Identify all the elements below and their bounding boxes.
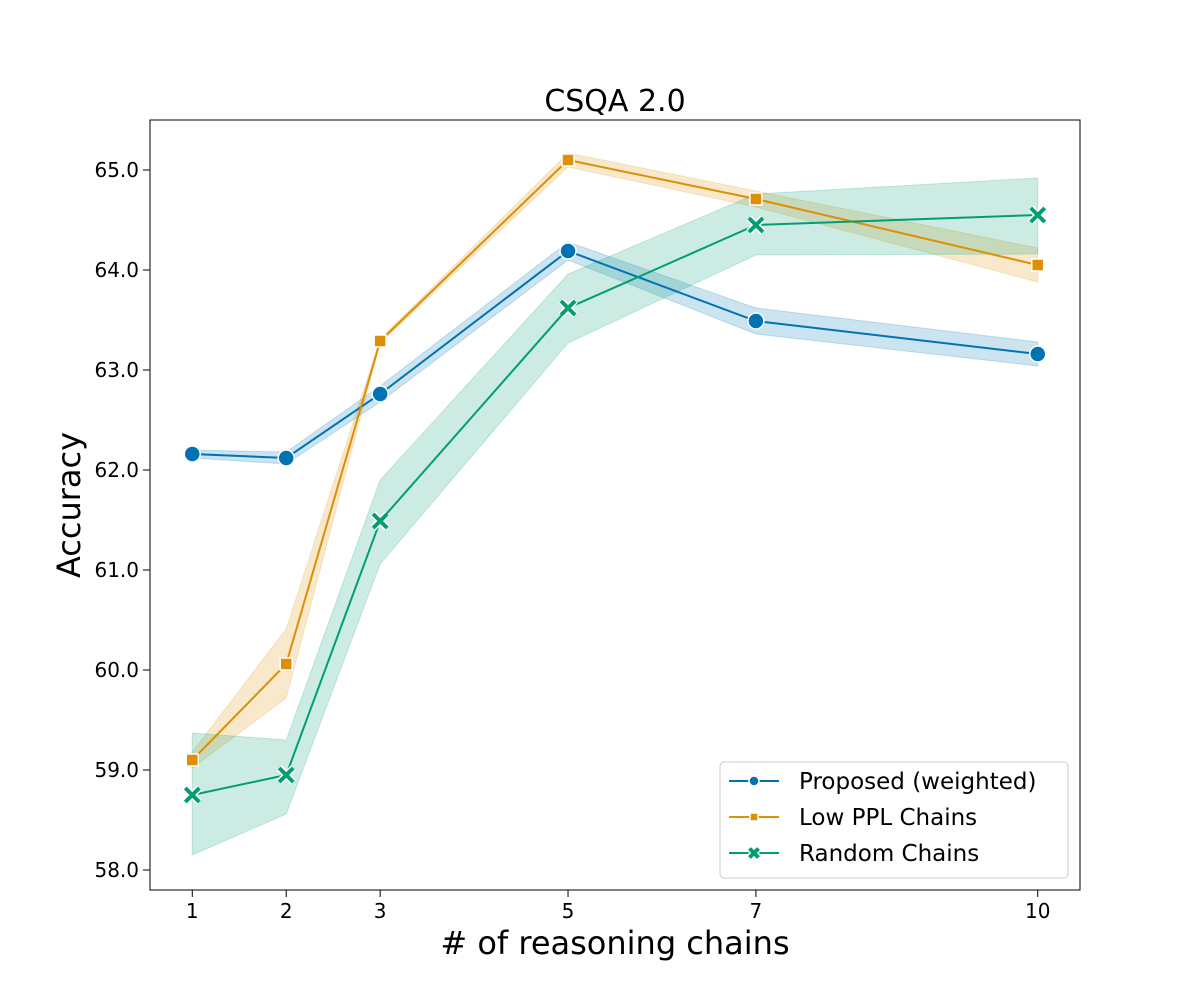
- proposed-weighted-point: [371, 385, 389, 403]
- chart-title: CSQA 2.0: [544, 84, 685, 119]
- legend: Proposed (weighted) Low PPL Chains Random …: [719, 761, 1069, 879]
- x-tick-label: 3: [374, 899, 387, 923]
- legend-swatch-marker: [748, 775, 760, 787]
- low-ppl-chains-point: [561, 153, 575, 167]
- random-chains-band: [191, 177, 1039, 856]
- series-markers: [182, 153, 1048, 805]
- x-axis-label: # of reasoning chains: [440, 924, 789, 962]
- legend-item-low-ppl-chains: Low PPL Chains: [729, 805, 977, 831]
- legend-item-proposed-weighted: Proposed (weighted): [729, 769, 1036, 795]
- proposed-weighted-point: [559, 242, 577, 260]
- x-tick-label: 10: [1025, 899, 1050, 923]
- x-tick-label: 7: [750, 899, 763, 923]
- y-axis-ticks: 58.0 59.0 60.0 61.0 62.0 63.0 64.0 65.0: [94, 158, 150, 882]
- low-ppl-chains-point: [279, 657, 293, 671]
- proposed-weighted-point: [183, 445, 202, 463]
- low-ppl-chains-point: [185, 753, 200, 767]
- x-tick-label: 2: [280, 899, 293, 923]
- y-tick-label: 60.0: [94, 658, 139, 682]
- low-ppl-chains-point: [373, 334, 387, 348]
- y-tick-label: 58.0: [94, 858, 139, 882]
- y-tick-label: 59.0: [94, 758, 139, 782]
- random-chains-point: [746, 215, 766, 235]
- legend-label: Proposed (weighted): [799, 769, 1036, 795]
- y-tick-label: 64.0: [94, 258, 139, 282]
- x-tick-label: 5: [562, 899, 575, 923]
- confidence-bands: [191, 152, 1039, 856]
- random-chains-point: [370, 511, 390, 531]
- y-tick-label: 65.0: [94, 158, 139, 182]
- legend-item-random-chains: Random Chains: [729, 841, 979, 867]
- x-axis-ticks: 1 2 3 5 7 10: [186, 890, 1050, 923]
- proposed-weighted-line: [192, 249, 1038, 460]
- proposed-weighted-point: [1028, 345, 1047, 363]
- x-tick-label: 1: [186, 899, 199, 923]
- legend-swatch-marker: [747, 846, 761, 860]
- low-ppl-chains-point: [749, 192, 763, 206]
- random-chains-point: [182, 785, 202, 805]
- low-ppl-chains-line: [191, 158, 1038, 761]
- y-tick-label: 63.0: [94, 358, 139, 382]
- proposed-weighted-point: [747, 312, 765, 330]
- proposed-weighted-point: [277, 449, 295, 467]
- legend-swatch-marker: [749, 812, 759, 822]
- plot-frame: [149, 119, 1081, 891]
- random-chains-point: [558, 298, 578, 318]
- legend-label: Low PPL Chains: [799, 805, 977, 831]
- random-chains-point: [1028, 205, 1048, 225]
- random-chains-line: [192, 214, 1038, 796]
- legend-box: [719, 761, 1069, 879]
- y-tick-label: 61.0: [94, 558, 139, 582]
- series-lines: [191, 158, 1038, 796]
- y-axis-label: Accuracy: [50, 432, 88, 578]
- low-ppl-chains-point: [1030, 258, 1045, 272]
- random-chains-point: [276, 765, 296, 785]
- y-tick-label: 62.0: [94, 458, 139, 482]
- legend-label: Random Chains: [799, 841, 979, 867]
